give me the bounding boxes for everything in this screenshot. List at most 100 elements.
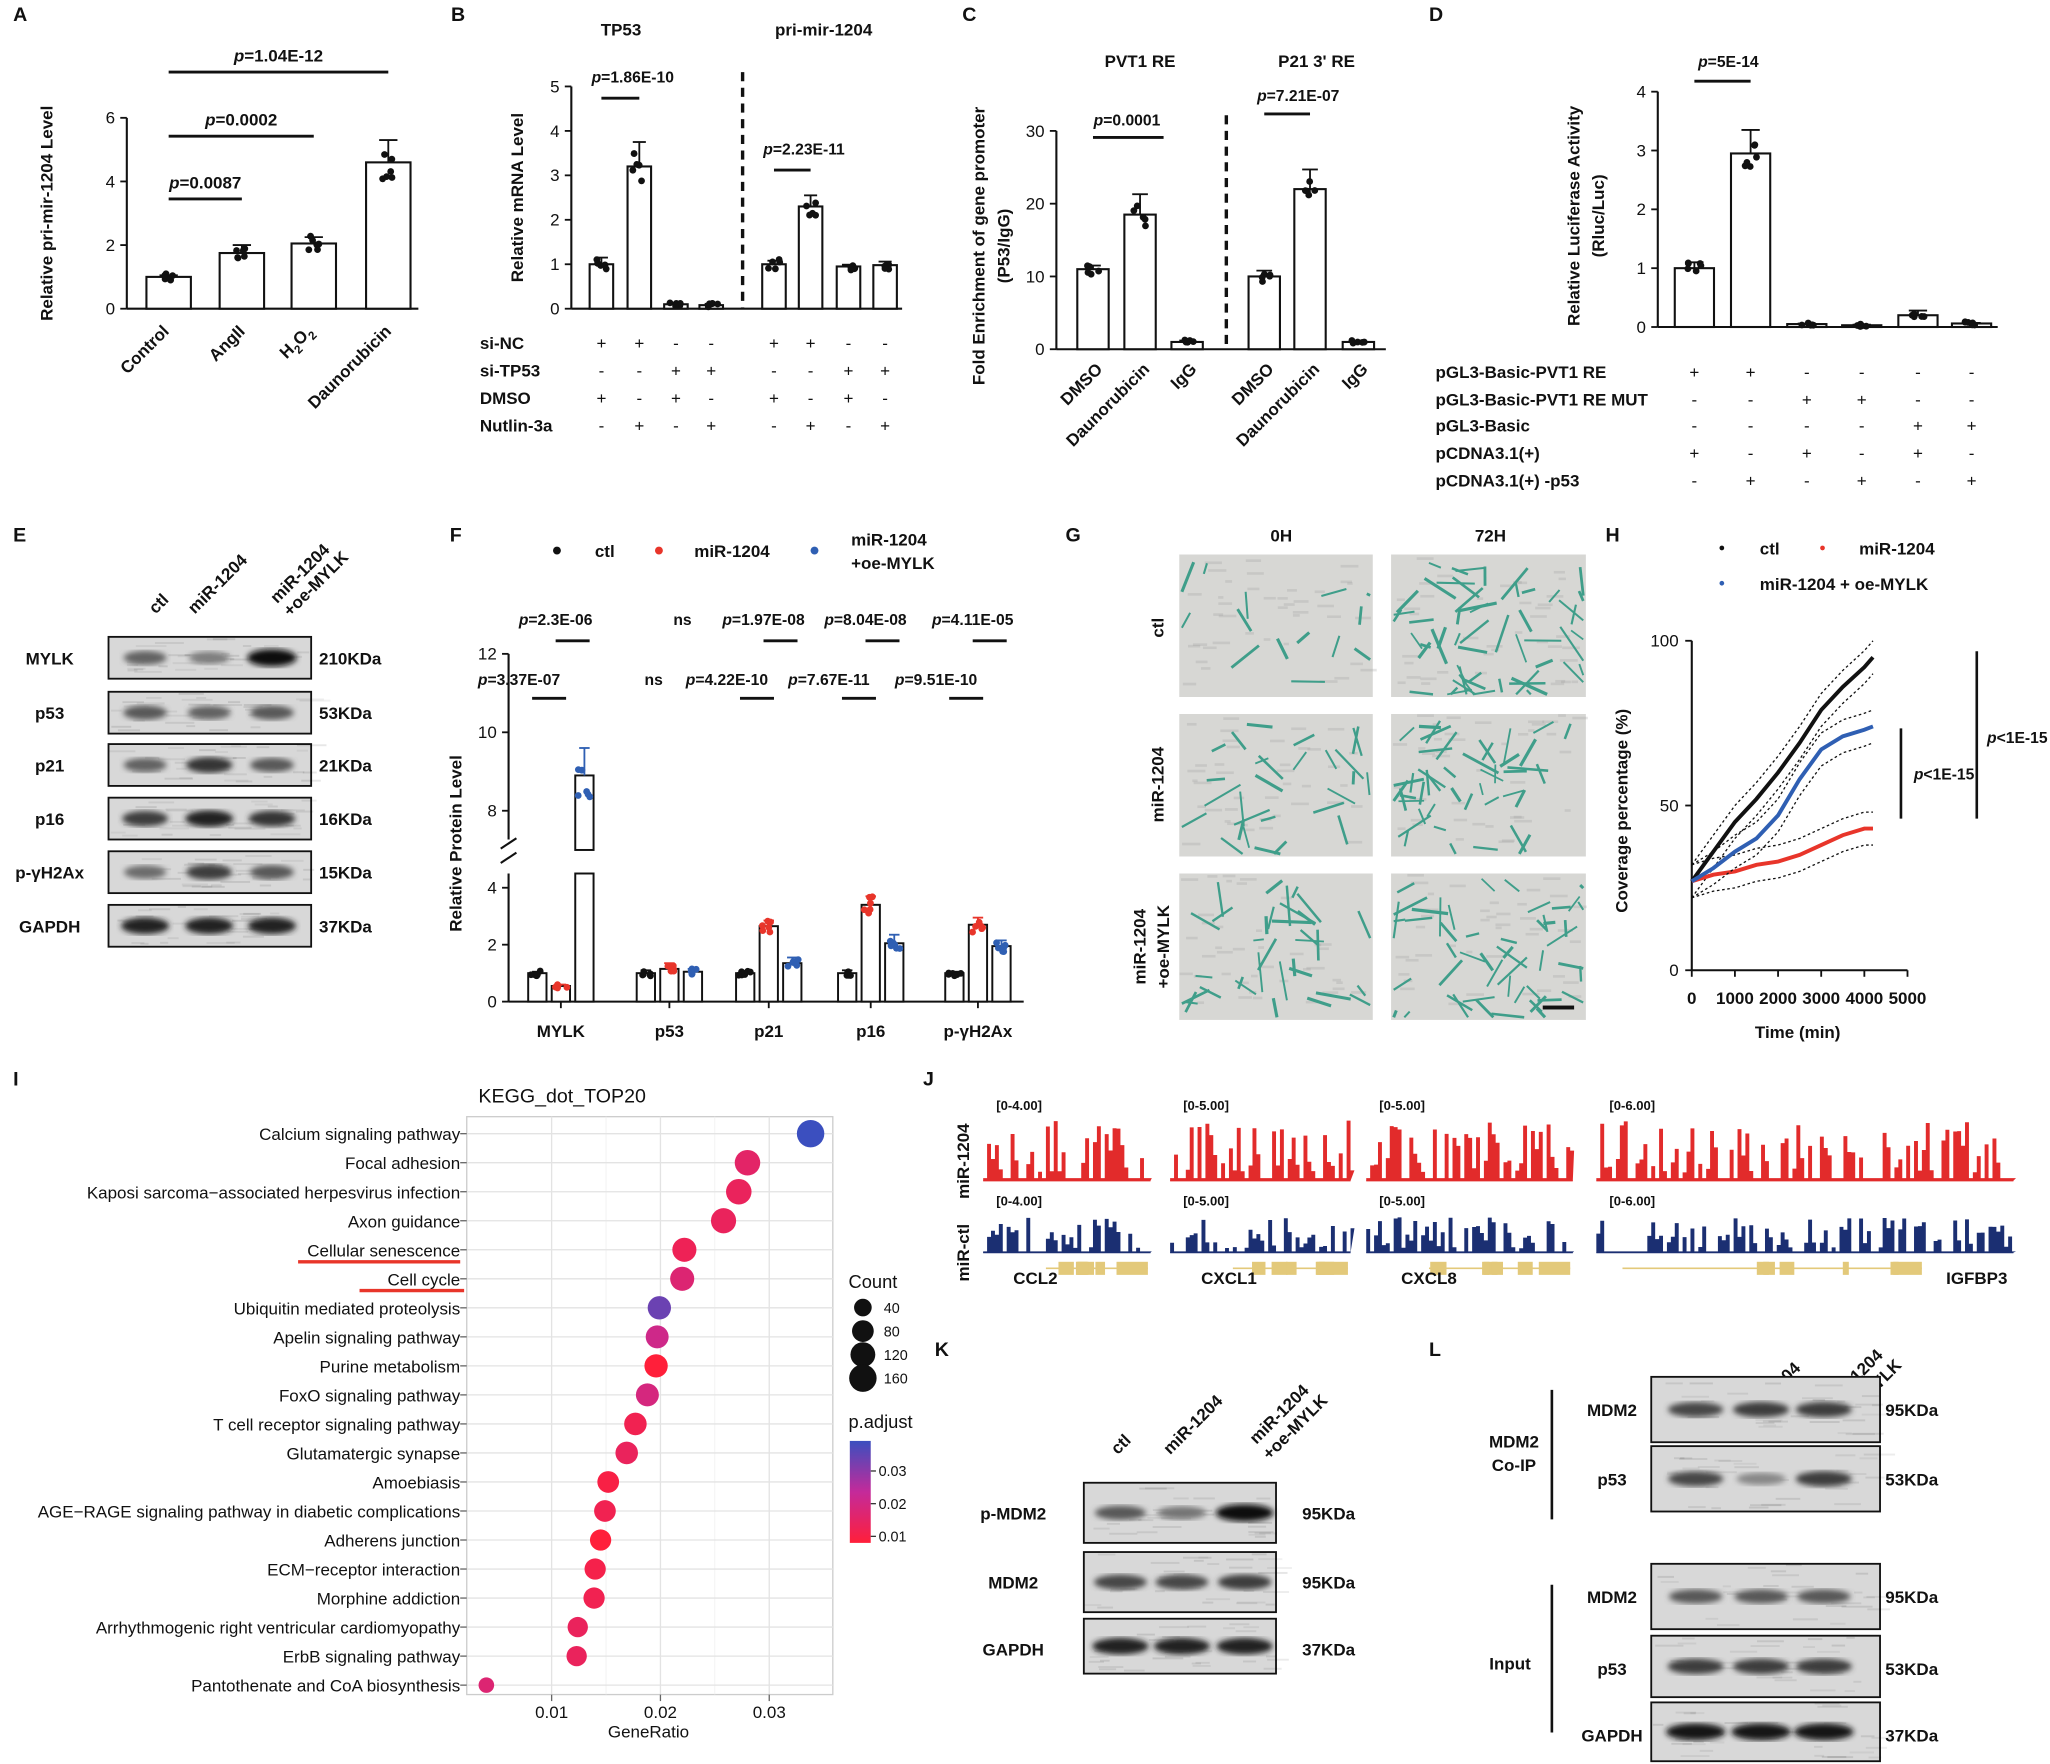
- pathway-dot: [644, 1354, 668, 1378]
- exon: [1316, 1261, 1348, 1275]
- condition-sign: -: [1748, 390, 1754, 409]
- bar: [1729, 152, 1772, 329]
- pathway-dot: [635, 1383, 659, 1407]
- blot-noise: [181, 883, 208, 886]
- cell: [1425, 720, 1441, 744]
- blot-noise: [1827, 1756, 1854, 1759]
- blot-noise: [148, 801, 175, 804]
- blot-noise: [1700, 1400, 1715, 1403]
- data-point: [388, 155, 396, 163]
- track-range: [0-5.00]: [1379, 1194, 1425, 1209]
- cell: [1455, 607, 1462, 625]
- blot-noise: [135, 915, 154, 918]
- condition-sign: -: [1915, 363, 1921, 382]
- p-rest: =8.04E-08: [834, 612, 907, 629]
- cell: [1502, 728, 1512, 765]
- protein-label: p21: [35, 757, 64, 776]
- panel-f: ctl miR-1204 miR-1204 +oe-MYLK Relative Prot…: [447, 530, 1024, 1041]
- cell: [1393, 610, 1415, 616]
- bar: [758, 925, 779, 1003]
- blot-noise: [1089, 1656, 1109, 1658]
- y-axis-label: Relative pri-mir-1204 Level: [37, 106, 56, 321]
- data-point: [666, 299, 674, 307]
- blot-noise: [221, 664, 243, 667]
- cell: [1526, 689, 1532, 696]
- texture: [1204, 808, 1223, 812]
- cell: [1518, 738, 1537, 767]
- blot-noise: [1109, 1532, 1138, 1535]
- blot-noise: [165, 808, 187, 811]
- texture: [1233, 796, 1245, 800]
- texture: [1279, 763, 1291, 767]
- x-label: Daunorubicin: [1232, 360, 1323, 451]
- cell: [1306, 996, 1332, 1008]
- cell: [1452, 993, 1469, 1018]
- blot-noise: [1191, 1662, 1202, 1665]
- p-value: p=0.0087: [168, 173, 241, 192]
- texture: [1393, 786, 1405, 789]
- series-0: [1690, 640, 1875, 899]
- blot-band: [250, 705, 294, 720]
- cell: [1417, 641, 1432, 659]
- blot-noise: [1854, 1591, 1863, 1594]
- data-point: [1692, 267, 1700, 275]
- blot-noise: [1682, 1637, 1695, 1640]
- cell: [1393, 977, 1412, 991]
- blot-noise: [158, 665, 168, 668]
- blot-noise: [1812, 1399, 1826, 1401]
- blot-noise: [221, 652, 230, 655]
- data-point: [574, 792, 582, 799]
- x-label: Daunorubicin: [1063, 360, 1154, 451]
- texture: [1241, 828, 1255, 832]
- condition-label: pGL3-Basic-PVT1 RE MUT: [1436, 390, 1649, 409]
- texture: [1283, 642, 1289, 646]
- exon: [1763, 1261, 1775, 1275]
- data-point: [847, 972, 854, 979]
- condition-sign: +: [1857, 390, 1867, 409]
- count-legend-title: Count: [849, 1271, 898, 1292]
- panel-letter-k: K: [935, 1339, 949, 1361]
- pathway-dot: [615, 1441, 638, 1465]
- blot-noise: [188, 703, 211, 706]
- p-rest: =1.04E-12: [244, 47, 323, 66]
- blot-strip: [1650, 1634, 1881, 1699]
- pathway-label: ErbB signaling pathway: [283, 1648, 461, 1667]
- pathway-dot: [796, 1119, 825, 1148]
- texture: [1529, 927, 1543, 931]
- series-line: [1691, 826, 1873, 884]
- blot-noise: [242, 935, 264, 938]
- bar: [626, 165, 653, 310]
- blot-noise: [1748, 1506, 1769, 1509]
- legend-label: +oe-MYLK: [851, 554, 935, 573]
- condition-sign: +: [806, 334, 816, 353]
- cell: [1321, 588, 1347, 597]
- blot-noise: [209, 915, 239, 918]
- blot-noise: [267, 805, 278, 808]
- data-point: [1258, 274, 1266, 281]
- cell: [1491, 1012, 1525, 1019]
- p-value: p=1.97E-08: [721, 612, 805, 629]
- cell: [1244, 591, 1249, 619]
- exon: [1779, 1261, 1795, 1275]
- blot-noise: [1660, 1580, 1679, 1583]
- texture: [1347, 582, 1353, 585]
- cell: [1435, 731, 1458, 761]
- pathway-dot: [645, 1325, 669, 1349]
- texture: [1546, 732, 1557, 736]
- cell: [1514, 583, 1520, 598]
- microscopy-background: [1391, 713, 1586, 857]
- blot-noise: [1693, 1740, 1704, 1743]
- cell: [1436, 581, 1475, 585]
- y-tick-label: 10: [1026, 267, 1045, 286]
- texture: [1447, 944, 1456, 948]
- p-value: p=0.0001: [1093, 113, 1161, 130]
- cell: [1535, 763, 1546, 785]
- pathway-dot: [583, 1587, 605, 1609]
- data-point: [315, 240, 323, 248]
- cell: [1211, 743, 1226, 753]
- color-legend-title: p.adjust: [849, 1411, 913, 1432]
- gene-name: CXCL8: [1401, 1269, 1457, 1288]
- size-label: 53KDa: [1885, 1660, 1938, 1679]
- blot-noise: [1697, 1466, 1720, 1468]
- cell: [1481, 742, 1494, 761]
